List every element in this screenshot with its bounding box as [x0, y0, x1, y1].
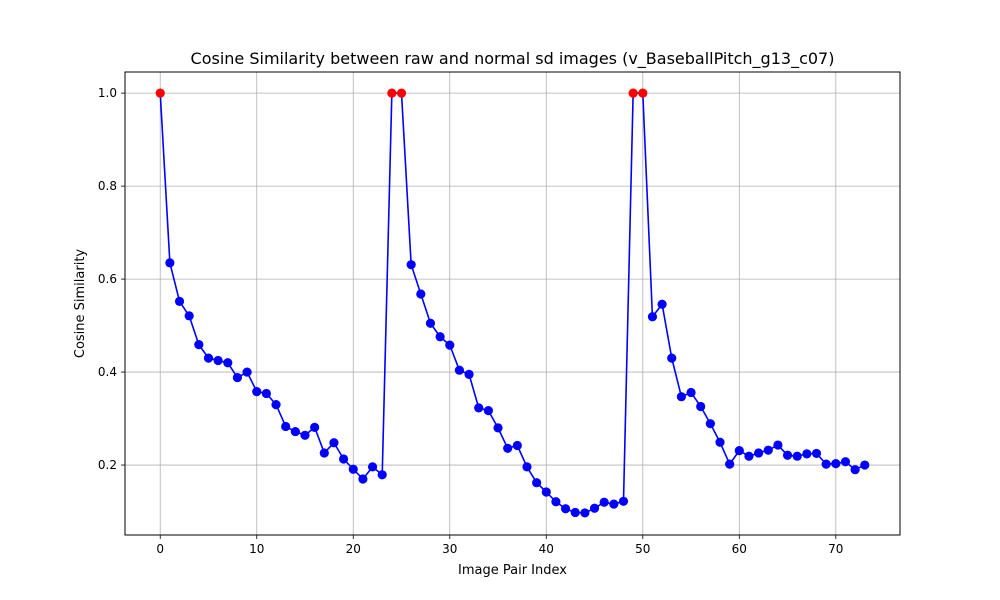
data-point [754, 448, 764, 458]
data-point [541, 487, 551, 497]
data-point [493, 423, 503, 433]
data-point [512, 440, 522, 451]
data-point [686, 387, 696, 398]
data-point [551, 497, 561, 507]
data-point [377, 470, 387, 480]
data-point [580, 508, 590, 518]
data-point [348, 464, 358, 474]
highlight-point [387, 88, 397, 98]
data-point [734, 446, 744, 456]
data-point [435, 332, 445, 342]
data-point [425, 318, 436, 328]
data-point [281, 421, 291, 432]
data-point [831, 459, 841, 469]
data-point [416, 289, 426, 299]
data-point [811, 448, 822, 459]
data-point [667, 353, 677, 363]
y-tick-label: 0.6 [98, 272, 117, 286]
x-tick-label: 70 [828, 542, 843, 556]
data-point [715, 437, 725, 447]
data-point [329, 438, 339, 448]
data-point [232, 373, 243, 383]
data-point [483, 406, 493, 416]
data-point [618, 496, 629, 506]
data-point [657, 299, 667, 309]
data-point [271, 400, 281, 410]
data-point [319, 448, 329, 458]
x-axis-label: Image Pair Index [458, 563, 567, 578]
x-tick-label: 0 [156, 542, 164, 556]
data-point [290, 426, 300, 437]
data-point [532, 478, 542, 488]
data-point [464, 369, 474, 379]
data-point [860, 460, 870, 470]
data-point [252, 386, 262, 397]
data-point [406, 260, 416, 270]
series-markers [155, 88, 870, 518]
data-point [792, 451, 802, 461]
data-point [560, 504, 571, 514]
grid [125, 72, 900, 535]
data-point [339, 454, 349, 464]
data-point [174, 296, 185, 307]
data-point [358, 474, 368, 484]
data-point [503, 443, 513, 453]
chart-title: Cosine Similarity between raw and normal… [191, 49, 835, 69]
data-point [213, 355, 223, 366]
data-point [850, 465, 860, 475]
x-tick-label: 20 [346, 542, 361, 556]
highlight-point [155, 88, 165, 98]
data-point [589, 503, 600, 513]
data-point [705, 419, 715, 429]
data-point [676, 392, 686, 402]
data-point [763, 445, 773, 455]
axis-ticks: 0 10 20 30 40 50 60 70 0.2 0.4 0.6 0.8 1.0 [98, 86, 844, 556]
x-tick-label: 50 [635, 542, 650, 556]
data-point [184, 311, 194, 321]
data-point [696, 401, 706, 412]
x-tick-label: 60 [732, 542, 747, 556]
x-tick-label: 10 [249, 542, 264, 556]
y-tick-label: 0.4 [98, 365, 117, 379]
data-point [744, 451, 754, 461]
data-point [599, 497, 609, 507]
data-point [773, 440, 783, 450]
highlight-point [638, 88, 648, 98]
data-point [261, 388, 271, 399]
data-point [165, 258, 175, 268]
y-tick-label: 0.8 [98, 179, 117, 193]
data-point [840, 457, 851, 467]
data-point [782, 450, 793, 460]
x-tick-label: 40 [539, 542, 554, 556]
x-tick-label: 30 [442, 542, 457, 556]
data-point [821, 459, 831, 469]
highlight-point [628, 88, 638, 98]
data-point [223, 358, 233, 368]
data-point [570, 507, 580, 518]
data-point [445, 340, 455, 350]
data-point [367, 462, 378, 472]
highlight-point [396, 88, 407, 98]
data-point [725, 459, 735, 469]
data-point [802, 449, 812, 459]
data-point [454, 365, 465, 375]
y-tick-label: 1.0 [98, 86, 117, 100]
y-tick-label: 0.2 [98, 458, 117, 472]
data-point [522, 462, 532, 472]
data-point [203, 353, 214, 363]
data-point [300, 430, 310, 440]
data-point [647, 312, 658, 322]
data-point [242, 367, 252, 377]
data-point [474, 403, 484, 413]
plot-frame [124, 71, 901, 536]
data-point [310, 422, 320, 432]
data-point [609, 499, 619, 509]
y-axis-label: Cosine Similarity [73, 249, 88, 359]
data-point [194, 340, 204, 350]
